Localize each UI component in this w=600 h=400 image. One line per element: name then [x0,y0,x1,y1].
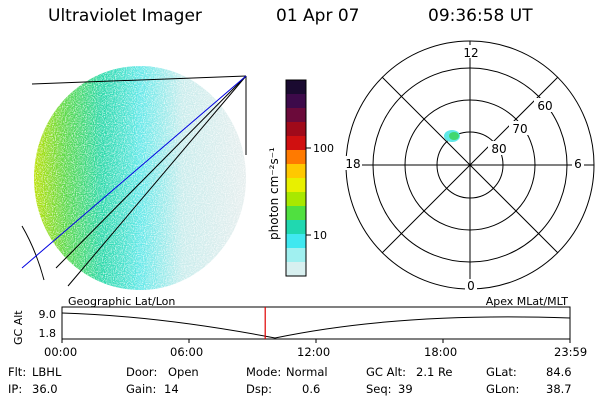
geographic-grid-lines [21,75,247,287]
timeline-xtick-0000: 00:00 [44,345,78,359]
altitude-timeline: Geographic Lat/Lon Apex MLat/MLT GC Alt … [12,295,571,345]
info-ip-label: IP: [8,382,23,396]
info-ip-value: 36.0 [32,382,58,396]
timeline-xtick-1800: 18:00 [424,345,458,359]
info-dsp-value: 0.6 [302,382,321,396]
timeline-xticks [61,339,571,343]
time-label: 09:36:58 UT [428,6,533,26]
colorbar-tick-10: 10 [313,229,327,242]
info-dsp-label: Dsp: [246,382,273,396]
info-seq-value: 39 [398,382,413,396]
date-label: 01 Apr 07 [276,6,360,26]
colorbar-segment [286,136,306,151]
colorbar-unit-label: photon cm⁻²s⁻¹ [267,147,281,240]
info-glon-label: GLon: [486,382,520,396]
colorbar: 100 10 photon cm⁻²s⁻¹ [267,79,334,277]
timeline-xtick-1200: 12:00 [297,345,331,359]
timeline-ytick-9: 9.0 [39,308,57,321]
info-gain-value: 14 [164,382,179,396]
timeline-xtick-0600: 06:00 [170,345,204,359]
polar-label-18: 18 [345,157,360,171]
info-glon-value: 38.7 [546,382,572,396]
timeline-ylabel: GC Alt [12,310,25,345]
colorbar-segment [286,150,306,165]
earth-image [21,66,247,290]
info-door-label: Door: [126,365,158,379]
colorbar-segment [286,262,306,277]
polar-aurora-spot [444,130,460,142]
colorbar-segment [286,94,306,109]
altitude-curve [61,312,571,339]
colorbar-segment [286,108,306,123]
terminator-line [21,75,247,269]
colorbar-segment [286,122,306,137]
polar-label-12: 12 [463,46,478,60]
polar-label-6: 6 [574,157,582,171]
info-door-value: Open [168,365,199,379]
info-gcalt-label: GC Alt: [366,365,407,379]
polar-label-lat-80: 80 [491,142,506,156]
polar-label-lat-60: 60 [537,99,552,113]
colorbar-segment [286,192,306,207]
timeline-left-title: Geographic Lat/Lon [68,295,175,308]
info-seq-label: Seq: [366,382,392,396]
colorbar-segment [286,248,306,263]
colorbar-segment [286,234,306,249]
colorbar-segment [286,220,306,235]
info-gcalt-value: 2.1 Re [416,365,453,379]
info-mode-value: Normal [286,365,328,379]
colorbar-segment [286,80,306,95]
info-mode-label: Mode: [246,365,282,379]
info-flt-value: LBHL [32,365,62,379]
info-flt-label: Flt: [8,365,27,379]
info-gain-label: Gain: [126,382,157,396]
timeline-right-title: Apex MLat/MLT [486,295,569,308]
info-glat-value: 84.6 [546,365,572,379]
polar-plot [345,40,595,290]
colorbar-segment [286,178,306,193]
info-glat-label: GLat: [486,365,517,379]
timeline-xtick-2359: 23:59 [554,345,588,359]
polar-label-0: 0 [467,279,475,293]
app-title: Ultraviolet Imager [48,6,202,26]
colorbar-segment [286,206,306,221]
timeline-ytick-1-8: 1.8 [39,327,57,340]
polar-label-lat-70: 70 [512,122,527,136]
colorbar-segment [286,164,306,179]
colorbar-tick-100: 100 [313,142,334,155]
